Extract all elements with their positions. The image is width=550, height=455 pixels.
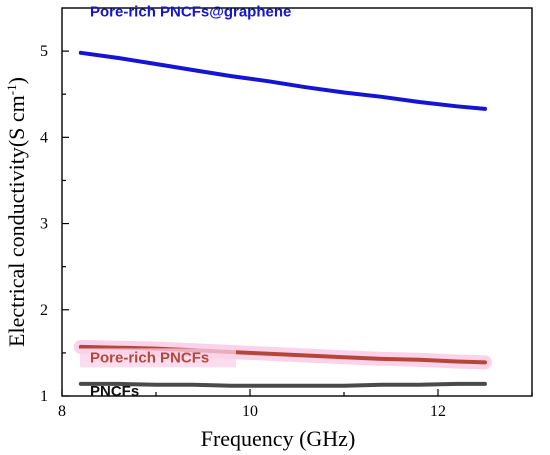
axes xyxy=(61,7,533,397)
x-axis-title: Frequency (GHz) xyxy=(201,426,356,451)
series-line-0 xyxy=(78,50,487,111)
y-axis-title-close: ) xyxy=(4,77,29,84)
y-tick-label: 5 xyxy=(40,43,48,60)
series-label-1: Pore-rich PNCFs xyxy=(90,349,209,366)
x-tick-label: 8 xyxy=(58,403,66,420)
plot-frame xyxy=(61,7,533,397)
series-label-2: PNCFs xyxy=(90,383,139,400)
y-tick-label: 3 xyxy=(40,216,48,233)
plot-area xyxy=(73,50,492,388)
series-line-2 xyxy=(78,381,487,388)
y-axis-title: Electrical conductivity(S cm-1) xyxy=(4,77,29,347)
series-label-highlight xyxy=(80,348,236,368)
series-labels: Pore-rich PNCFs@graphene Pore-rich PNCFs P… xyxy=(80,4,291,400)
y-axis-title-main: Electrical conductivity(S cm xyxy=(4,95,29,347)
y-tick-label: 2 xyxy=(40,302,48,319)
x-tick-label: 12 xyxy=(430,403,446,420)
y-tick-label: 4 xyxy=(40,129,48,146)
series-label-0: Pore-rich PNCFs@graphene xyxy=(90,4,291,21)
x-tick-label: 10 xyxy=(242,403,258,420)
y-axis-title-superscript: -1 xyxy=(4,84,19,95)
y-tick-label: 1 xyxy=(40,388,48,405)
